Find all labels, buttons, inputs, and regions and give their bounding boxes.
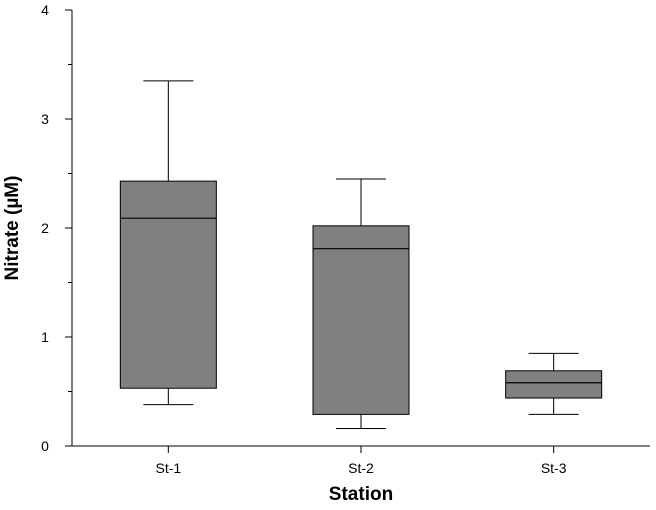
axes: 0 1 2 3 4 St-1 St-2 St-3 [41, 2, 650, 476]
iqr-box [119, 180, 217, 389]
y-tick-label: 2 [41, 220, 49, 236]
iqr-box [312, 225, 410, 415]
y-tick-label: 0 [41, 438, 49, 454]
box-st-1 [119, 80, 217, 406]
box-series [119, 80, 603, 430]
y-tick-label: 1 [41, 329, 49, 345]
iqr-box [505, 370, 603, 399]
x-tick-label: St-3 [541, 460, 567, 476]
box-st-3 [505, 352, 603, 415]
x-axis-title: Station [329, 484, 393, 505]
y-axis-title: Nitrate (µM) [2, 176, 23, 281]
x-tick-label: St-1 [155, 460, 181, 476]
y-tick-label: 4 [41, 2, 49, 18]
x-tick-label: St-2 [348, 460, 374, 476]
y-tick-label: 3 [41, 111, 49, 127]
box-st-2 [312, 178, 410, 430]
